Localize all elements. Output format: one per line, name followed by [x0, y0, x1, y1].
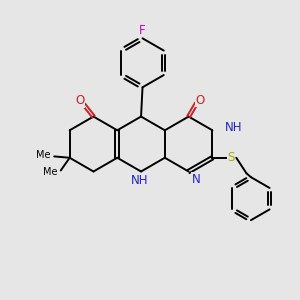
- Text: N: N: [192, 173, 200, 186]
- Text: S: S: [227, 151, 235, 164]
- Text: NH: NH: [131, 174, 148, 187]
- Text: F: F: [139, 24, 146, 37]
- Text: O: O: [75, 94, 84, 107]
- Text: NH: NH: [225, 122, 242, 134]
- Text: Me: Me: [43, 167, 57, 177]
- Text: Me: Me: [36, 150, 51, 160]
- Text: O: O: [195, 94, 205, 106]
